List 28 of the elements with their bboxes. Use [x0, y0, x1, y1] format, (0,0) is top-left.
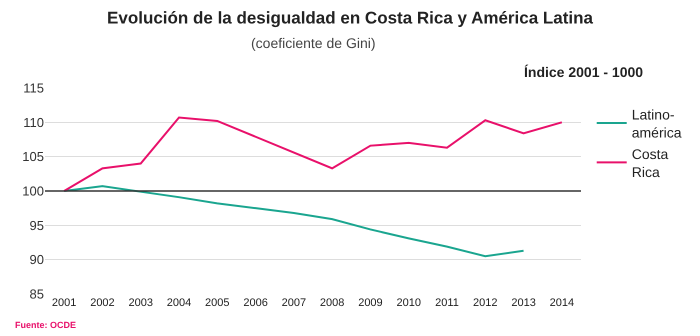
y-tick-label: 115 — [23, 80, 44, 96]
legend-label: Latino- américa — [632, 106, 682, 141]
text: Índice 2001 - 1000 — [524, 64, 644, 80]
y-tick-label: 100 — [22, 184, 44, 199]
x-tick-label: 2009 — [358, 297, 383, 309]
chart-title: Evolución de la desigualdad en Costa Rica y América Latina — [107, 8, 594, 28]
x-tick-label: 2010 — [396, 297, 421, 309]
x-tick-label: 2008 — [320, 297, 344, 309]
source-note: Fuente: OCDE — [15, 320, 76, 330]
y-tick-label: 90 — [30, 252, 44, 268]
chart-subtitle: (coeficiente de Gini) — [251, 35, 376, 51]
x-tick-label: 2001 — [52, 297, 76, 309]
x-tick-label: 2012 — [473, 297, 498, 309]
y-tick-label: 95 — [30, 218, 44, 233]
legend-label: Costa Rica — [632, 146, 669, 180]
x-tick-label: 2013 — [511, 297, 536, 309]
x-tick-label: 2011 — [435, 297, 459, 309]
line-series — [63, 116, 563, 192]
y-tick-label: 105 — [22, 149, 44, 164]
x-tick-label: 2004 — [166, 297, 192, 309]
x-tick-label: 2014 — [550, 297, 574, 309]
x-tick-label: 2002 — [90, 297, 115, 309]
y-tick-label: 110 — [23, 114, 44, 130]
y-tick-label: 85 — [30, 286, 44, 302]
x-tick-label: 2007 — [282, 297, 306, 309]
x-tick-label: 2005 — [205, 297, 230, 309]
x-tick-label: 2006 — [243, 297, 268, 309]
x-tick-label: 2003 — [128, 297, 153, 309]
